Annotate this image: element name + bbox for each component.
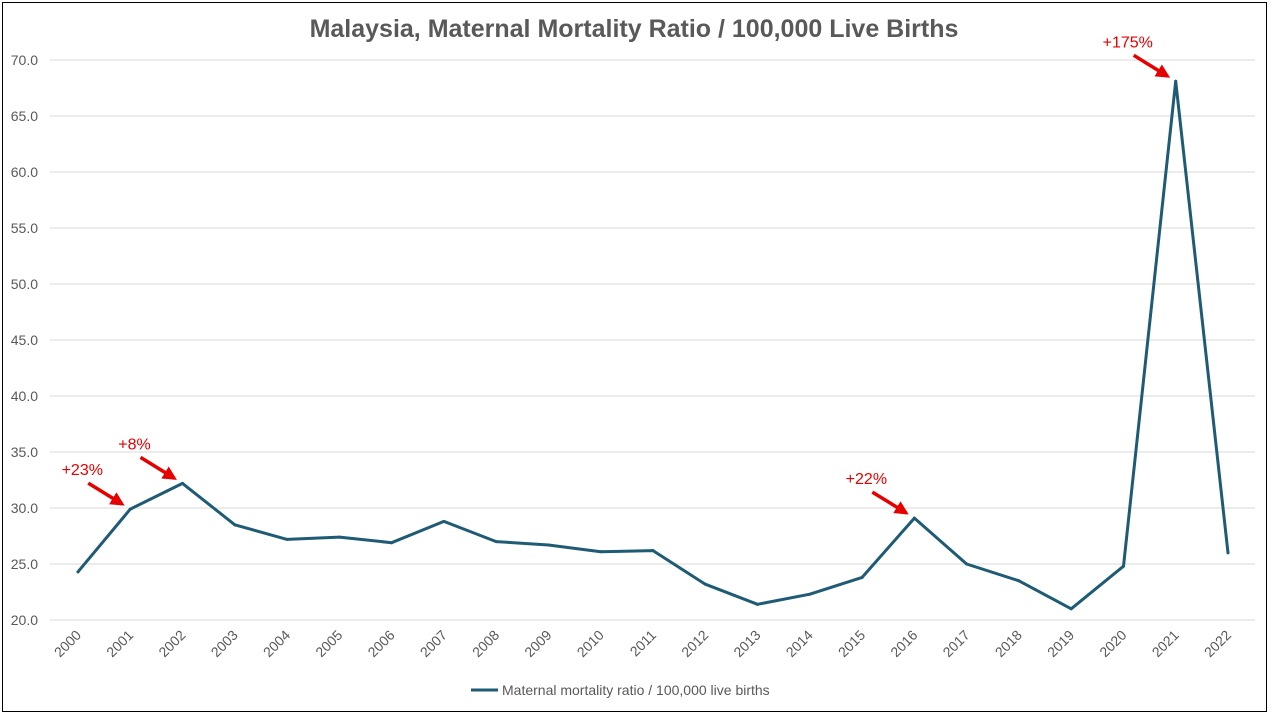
gridlines (50, 59, 1255, 621)
annotation-label: +23% (62, 462, 103, 479)
y-tick-label: 60.0 (11, 164, 38, 180)
x-tick-label: 2008 (469, 627, 502, 660)
chart-title: Malaysia, Maternal Mortality Ratio / 100… (310, 15, 959, 43)
x-tick-label: 2007 (417, 627, 450, 660)
x-tick-label: 2020 (1096, 627, 1129, 660)
data-point (1174, 79, 1178, 83)
data-point (756, 602, 760, 606)
data-point (390, 541, 394, 545)
y-tick-label: 40.0 (11, 388, 38, 404)
annotation-label: +22% (846, 471, 887, 488)
annotation-label: +8% (118, 436, 150, 453)
y-tick-label: 30.0 (11, 500, 38, 516)
annotation-arrow (139, 455, 177, 480)
y-tick-label: 50.0 (11, 276, 38, 292)
data-point (599, 550, 603, 554)
annotation-arrow (871, 490, 909, 515)
x-tick-label: 2002 (155, 627, 188, 660)
x-tick-label: 2016 (887, 627, 920, 660)
data-point (181, 481, 185, 485)
data-point (703, 582, 707, 586)
annotation-label: +175% (1103, 34, 1153, 51)
y-tick-label: 55.0 (11, 220, 38, 236)
x-tick-label: 2011 (627, 627, 660, 660)
x-tick-label: 2022 (1201, 627, 1234, 660)
x-tick-label: 2021 (1149, 627, 1182, 660)
annotation-arrow (87, 481, 125, 506)
legend: Maternal mortality ratio / 100,000 live … (471, 682, 770, 698)
data-point (76, 570, 80, 574)
x-tick-label: 2017 (939, 627, 972, 660)
x-tick-label: 2012 (678, 627, 711, 660)
x-tick-label: 2015 (835, 627, 868, 660)
y-tick-label: 70.0 (11, 52, 38, 68)
data-point (337, 535, 341, 539)
chart-frame (2, 2, 1267, 712)
annotations: +23% +8% +22% +175% (62, 34, 1171, 515)
data-point (546, 543, 550, 547)
x-tick-label: 2010 (574, 627, 607, 660)
y-tick-label: 45.0 (11, 332, 38, 348)
data-point (1017, 579, 1021, 583)
data-point (233, 523, 237, 527)
x-tick-label: 2003 (208, 627, 241, 660)
x-tick-label: 2005 (312, 627, 345, 660)
x-tick-label: 2018 (992, 627, 1025, 660)
y-tick-label: 65.0 (11, 108, 38, 124)
x-tick-label: 2000 (51, 627, 84, 660)
data-point (1226, 551, 1230, 555)
y-tick-label: 20.0 (11, 612, 38, 628)
data-point (860, 575, 864, 579)
x-tick-label: 2014 (783, 627, 816, 660)
series-layer (76, 79, 1230, 611)
series-line (76, 79, 1230, 611)
data-point (442, 519, 446, 523)
x-tick-label: 2009 (521, 627, 554, 660)
data-point (912, 516, 916, 520)
x-tick-label: 2013 (730, 627, 763, 660)
annotation-arrow (1132, 53, 1171, 78)
x-tick-label: 2006 (364, 627, 397, 660)
data-point (651, 549, 655, 553)
y-axis-ticks: 20.0 25.0 30.0 35.0 40.0 45.0 50.0 55.0 60.0 65.0… (11, 52, 38, 628)
x-axis-ticks: 2000 2001 2002 2003 2004 2005 2006 2007 2008 2009… (51, 627, 1234, 660)
y-tick-label: 35.0 (11, 444, 38, 460)
data-point (285, 537, 289, 541)
data-point (494, 540, 498, 544)
x-tick-label: 2001 (103, 627, 136, 660)
legend-label: Maternal mortality ratio / 100,000 live … (502, 682, 770, 698)
x-tick-label: 2019 (1044, 627, 1077, 660)
data-point (808, 592, 812, 596)
x-tick-label: 2004 (260, 627, 293, 660)
data-point (1121, 564, 1125, 568)
data-point (128, 507, 132, 511)
data-point (1069, 607, 1073, 611)
y-tick-label: 25.0 (11, 556, 38, 572)
data-point (965, 562, 969, 566)
